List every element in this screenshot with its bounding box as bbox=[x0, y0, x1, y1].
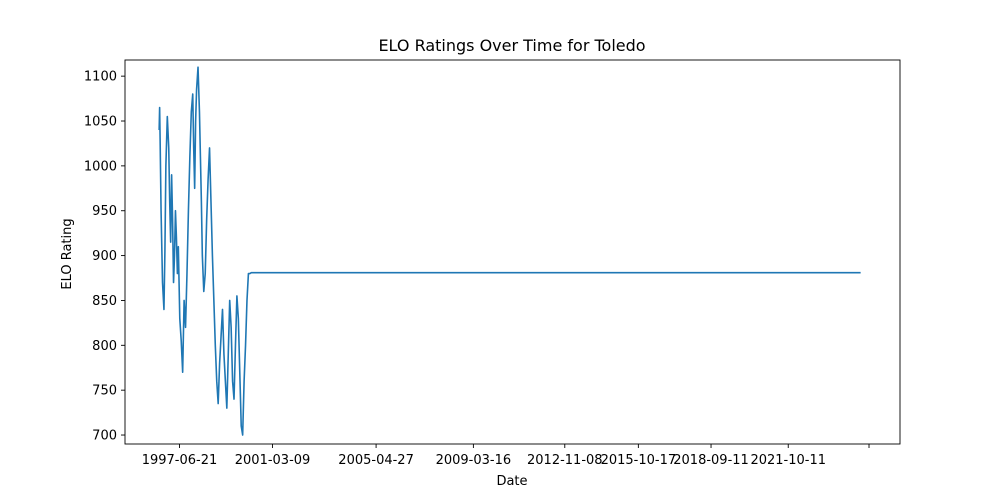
x-tick-label: 2005-04-27 bbox=[338, 453, 414, 468]
x-tick-label: 2009-03-16 bbox=[436, 453, 512, 468]
x-axis-label: Date bbox=[496, 474, 527, 489]
y-tick-label: 800 bbox=[92, 339, 117, 354]
y-tick-label: 950 bbox=[92, 204, 117, 219]
series-line-0 bbox=[158, 66, 861, 436]
y-axis: 700 750 800 850 900 950 1000 1050 1100 bbox=[84, 70, 125, 444]
plot-area bbox=[124, 59, 901, 445]
x-tick-label: 2018-09-11 bbox=[673, 453, 749, 468]
y-tick-label: 1000 bbox=[84, 159, 117, 174]
x-tick-label: 2001-03-09 bbox=[235, 453, 311, 468]
chart-title: ELO Ratings Over Time for Toledo bbox=[378, 36, 645, 55]
x-tick-label: 2015-10-17 bbox=[601, 453, 677, 468]
y-axis-label: ELO Rating bbox=[60, 218, 75, 289]
x-tick-label: 2021-10-11 bbox=[750, 453, 826, 468]
plot-frame bbox=[124, 59, 901, 445]
x-tick-label: 2012-11-08 bbox=[527, 453, 603, 468]
y-tick-label: 700 bbox=[92, 429, 117, 444]
x-tick-label: 1997-06-21 bbox=[142, 453, 218, 468]
y-tick-label: 1050 bbox=[84, 115, 117, 130]
y-tick-label: 1100 bbox=[84, 70, 117, 85]
y-tick-label: 850 bbox=[92, 294, 117, 309]
y-tick-label: 900 bbox=[92, 249, 117, 264]
y-tick-label: 750 bbox=[92, 384, 117, 399]
x-axis: 1997-06-21 2001-03-09 2005-04-27 2009-03-16… bbox=[142, 444, 870, 468]
